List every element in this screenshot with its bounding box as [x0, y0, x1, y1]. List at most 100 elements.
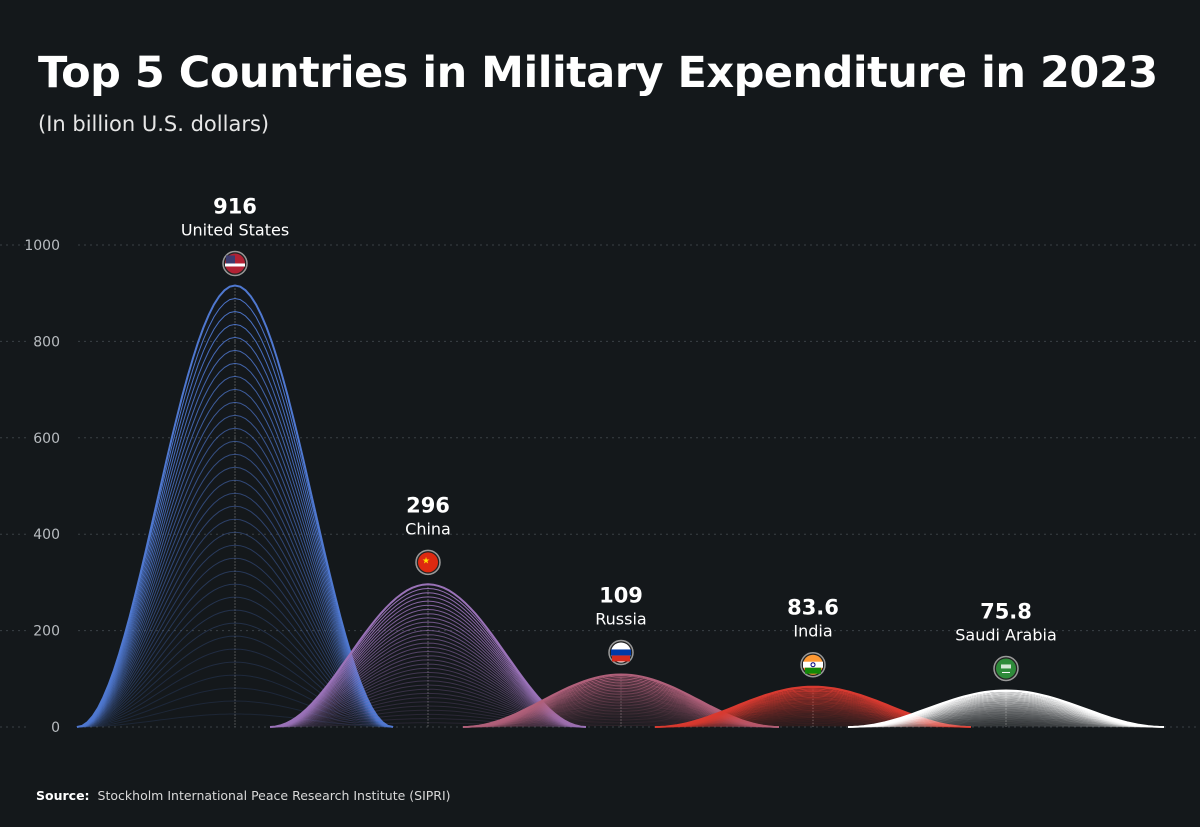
y-tick-label: 800 [33, 334, 60, 350]
curve-line-china [269, 604, 587, 728]
curve-line-united-states [76, 375, 394, 728]
curve-line-china [269, 634, 587, 728]
curve-line-saudi-arabia [848, 717, 1164, 728]
curve-line-russia [463, 721, 779, 728]
curve-line-united-states [76, 687, 394, 728]
curve-line-united-states [76, 622, 394, 728]
flag-stripe [803, 661, 823, 668]
curve-line-china [269, 705, 587, 728]
curve-line-china [269, 629, 587, 728]
curve-line-united-states [76, 583, 394, 728]
curve-line-united-states [76, 427, 394, 728]
curve-line-china [270, 718, 586, 728]
curve-line-china [269, 613, 587, 728]
curve-line-china [269, 625, 587, 728]
curve-line-saudi-arabia [848, 724, 1164, 728]
curve-line-china [270, 709, 586, 728]
curve-line-china [269, 583, 587, 728]
curve-line-saudi-arabia [848, 712, 1164, 728]
curve-line-united-states [76, 284, 394, 728]
curve-line-russia [463, 715, 779, 728]
curve-line-india [654, 707, 972, 728]
data-label-value: 83.6 [787, 596, 839, 620]
curve-line-united-states [76, 466, 394, 728]
curve-line-united-states [76, 388, 394, 728]
curve-line-india [655, 714, 971, 728]
curve-line-china [269, 697, 587, 728]
curve-line-saudi-arabia [848, 719, 1164, 728]
curve-line-saudi-arabia [848, 715, 1164, 728]
curve-line-russia [463, 720, 779, 728]
curve-line-united-states [76, 700, 394, 728]
curve-line-india [655, 713, 971, 728]
curve-line-saudi-arabia [848, 723, 1164, 728]
curve-line-russia [462, 701, 780, 728]
curve-line-united-states [76, 310, 394, 728]
curve-line-india [655, 708, 971, 728]
curve-line-united-states [76, 336, 394, 728]
curve-line-india [655, 709, 971, 728]
curve-line-saudi-arabia [848, 711, 1164, 728]
data-label-value: 296 [406, 493, 450, 517]
curve-line-china [270, 713, 586, 728]
chart-subtitle: (In billion U.S. dollars) [38, 112, 270, 136]
source-label: Source: [36, 788, 90, 803]
curve-line-russia [463, 723, 779, 728]
flag-stripe [612, 655, 630, 662]
flag-stripe [805, 667, 821, 674]
curve-line-united-states [77, 713, 393, 728]
data-label-value: 916 [213, 194, 257, 218]
flag-stripe [225, 263, 245, 267]
curve-line-saudi-arabia [848, 720, 1164, 728]
curve-line-india [654, 706, 972, 728]
data-label-value: 109 [599, 583, 643, 607]
data-label-country: Russia [595, 609, 646, 628]
flag-wheel [810, 662, 816, 668]
curve-line-saudi-arabia [848, 709, 1164, 728]
curve-line-saudi-arabia [848, 721, 1164, 728]
curve-line-china [269, 617, 587, 728]
curve-line-india [655, 712, 971, 728]
curve-line-united-states [76, 414, 394, 728]
data-label-country: United States [181, 220, 289, 239]
curve-line-india [655, 724, 971, 728]
curve-line-united-states [76, 661, 394, 728]
curve-line-russia [463, 714, 779, 728]
curve-line-united-states [76, 674, 394, 728]
curve-line-russia [463, 709, 779, 728]
curve-line-russia [463, 725, 779, 728]
data-label-country: Saudi Arabia [955, 625, 1057, 644]
curve-line-india [655, 711, 971, 728]
y-tick-label: 1000 [24, 238, 60, 254]
flag-stripe [611, 649, 631, 656]
curve-line-united-states [76, 323, 394, 728]
curve-line-saudi-arabia [847, 689, 1165, 728]
curve-line-india [655, 721, 971, 728]
curve-line-russia [463, 712, 779, 728]
curve-line-china [269, 692, 587, 728]
flag-canton [226, 255, 235, 264]
curve-line-united-states [76, 609, 394, 728]
curve-line-united-states [76, 635, 394, 728]
y-tick-label: 0 [51, 720, 60, 736]
curve-line-united-states [76, 453, 394, 728]
curve-line-saudi-arabia [848, 722, 1164, 728]
curve-line-china [269, 684, 587, 728]
curve-line-saudi-arabia [848, 713, 1164, 728]
curve-line-russia [463, 718, 779, 728]
y-tick-label: 200 [33, 624, 60, 640]
curve-line-china [269, 701, 587, 728]
curve-line-india [655, 720, 971, 728]
y-tick-label: 400 [33, 527, 60, 543]
curve-line-india [655, 722, 971, 728]
curve-line-russia [463, 717, 779, 728]
curve-line-india [655, 725, 971, 728]
curve-line-united-states [76, 349, 394, 728]
source-note: Source: Stockholm International Peace Res… [36, 788, 451, 803]
curve-line-russia [462, 706, 780, 728]
source-text: Stockholm International Peace Research I… [97, 788, 451, 803]
data-label-value: 75.8 [980, 599, 1032, 623]
curve-line-russia [462, 700, 780, 728]
curve-line-china [269, 680, 587, 728]
